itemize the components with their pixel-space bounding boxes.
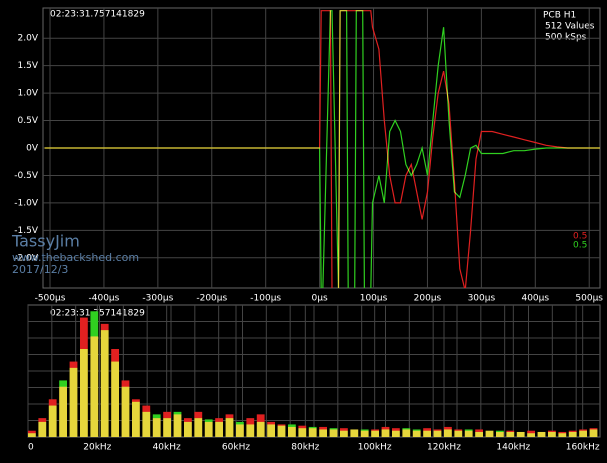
x-tick-label: -200µs xyxy=(196,294,227,304)
spectrum-bar xyxy=(38,421,47,437)
spectrum-bar xyxy=(246,424,255,437)
bars xyxy=(28,311,598,437)
spectrum-bar xyxy=(464,429,473,437)
trace xyxy=(44,10,600,288)
spectrum-bar xyxy=(152,414,161,437)
spectrum-bar xyxy=(69,367,78,437)
spectrum-bar xyxy=(298,428,307,437)
spectrum-bar xyxy=(485,430,494,437)
spectrum-bar xyxy=(288,424,296,437)
spectrum-bar xyxy=(412,429,421,437)
x-tick-label: 160kHz xyxy=(566,443,600,453)
info: 512 Values xyxy=(545,22,595,32)
spectrum-bar xyxy=(225,418,234,437)
spectrum-bar xyxy=(506,431,515,437)
spectrum-bar xyxy=(527,433,535,437)
y-tick-label: -2.0V xyxy=(14,253,39,263)
y-tick-label: -0.5V xyxy=(14,171,39,181)
spectrum-bar xyxy=(48,405,57,437)
x-tick-label: 200µs xyxy=(414,294,442,304)
legend-entry: 0.5 xyxy=(573,241,587,251)
x-tick-label: 100kHz xyxy=(358,443,392,453)
x-tick-label: 300µs xyxy=(468,294,496,304)
spectrum-bar xyxy=(392,430,400,437)
x-tick-label: 40kHz xyxy=(153,443,181,453)
spectrum-bar xyxy=(516,431,525,437)
trace xyxy=(44,10,600,288)
spectrum-bar xyxy=(173,411,182,437)
legend-entry: 0.5 xyxy=(573,232,587,242)
spectrum-bar xyxy=(308,426,317,437)
spectrum-bar xyxy=(319,429,327,437)
watermark: www.thebackshed.com xyxy=(12,251,139,264)
x-tick-label: -500µs xyxy=(35,294,66,304)
spectrum-bar xyxy=(558,433,567,437)
x-tick-label: 80kHz xyxy=(291,443,319,453)
spectrum-bar xyxy=(267,424,275,437)
spectrum-bar xyxy=(568,431,577,437)
spectrum-bar xyxy=(360,429,369,437)
spectrum-bar xyxy=(423,430,431,437)
y-tick-label: 2.0V xyxy=(18,34,39,44)
timestamp: 02:23:31.757141829 xyxy=(50,10,145,20)
x-tick-label: 20kHz xyxy=(83,443,111,453)
x-tick-label: 0µs xyxy=(312,294,328,304)
spectrum-bar xyxy=(59,380,67,437)
y-tick-label: 0V xyxy=(26,144,39,154)
x-tick-label: 120kHz xyxy=(427,443,461,453)
traces xyxy=(44,10,600,288)
x-tick-label: -300µs xyxy=(142,294,173,304)
watermark: TassyJim xyxy=(11,232,80,251)
spectrum-bar xyxy=(100,330,109,437)
spectrum-bar xyxy=(111,361,119,437)
y-tick-label: 1.5V xyxy=(18,61,39,71)
spectrum-bar xyxy=(163,418,171,437)
spectrum-bar xyxy=(475,431,483,437)
spectrum-bar xyxy=(90,311,99,437)
x-tick-label: -100µs xyxy=(250,294,281,304)
spectrum-bar xyxy=(28,433,36,437)
spectrum-bar xyxy=(444,429,452,437)
spectrum-bar xyxy=(121,386,130,437)
spectrum-bar xyxy=(236,421,244,437)
spectrum-bar xyxy=(579,430,587,437)
spectrum-bar xyxy=(132,401,140,437)
spectrum-bar xyxy=(204,419,213,437)
x-tick-label: 500µs xyxy=(575,294,603,304)
x-tick-label: 140kHz xyxy=(496,443,530,453)
y-tick-label: 0.5V xyxy=(18,116,39,126)
y-tick-label: -1.5V xyxy=(14,226,39,236)
info: 500 kSps xyxy=(545,33,587,43)
spectrum-bar xyxy=(433,430,442,437)
x-tick-label: 100µs xyxy=(360,294,388,304)
spectrum-bar xyxy=(350,429,359,437)
y-tick-label: 1.0V xyxy=(18,89,39,99)
spectrum-bar xyxy=(256,421,265,437)
y-tick-label: -1.0V xyxy=(14,198,39,208)
spectrum-bar xyxy=(402,428,411,437)
spectrum-bar xyxy=(277,425,286,437)
spectrum-bar xyxy=(194,418,203,437)
spectrum-bar xyxy=(454,430,463,437)
x-tick-label: -400µs xyxy=(89,294,120,304)
spectrum-bar xyxy=(371,430,379,437)
spectrum-bar xyxy=(80,349,88,437)
x-tick-label: 0 xyxy=(28,443,34,453)
spectrum-bar xyxy=(184,421,192,437)
spectrum-bar xyxy=(142,411,151,437)
x-tick-label: 400µs xyxy=(521,294,549,304)
spectrum-bar xyxy=(329,428,338,437)
spectrum-bar xyxy=(215,421,223,437)
info: PCB H1 xyxy=(543,11,576,21)
spectrum-bar xyxy=(496,430,504,437)
spectrum-bar xyxy=(589,429,598,437)
watermark: 2017/12/3 xyxy=(12,263,68,276)
x-tick-label: 60kHz xyxy=(222,443,250,453)
spectrum-bar xyxy=(537,431,546,437)
spectrum-bar xyxy=(340,430,348,437)
spectrum-bar xyxy=(548,431,556,437)
spectrum-bar xyxy=(381,429,390,437)
